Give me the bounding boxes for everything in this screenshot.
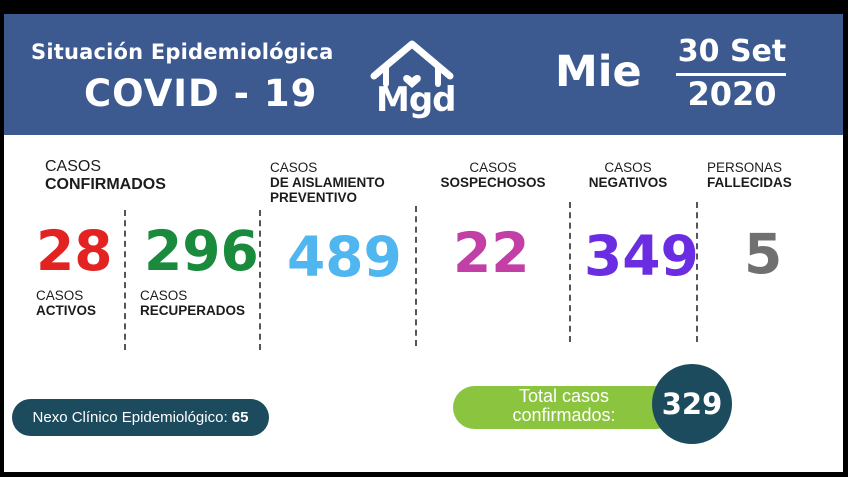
deceased-value: 5 bbox=[744, 222, 783, 286]
suspected-label-line1: CASOS bbox=[469, 160, 517, 175]
divider-3 bbox=[415, 206, 417, 346]
deceased-label: PERSONAS FALLECIDAS bbox=[707, 160, 792, 190]
day-label: Mie bbox=[555, 47, 642, 97]
nexo-value: 65 bbox=[231, 409, 249, 426]
total-confirmed-pill bbox=[453, 386, 678, 429]
isolation-label-line3: PREVENTIVO bbox=[270, 190, 358, 205]
total-confirmed-value: 329 bbox=[652, 364, 732, 444]
divider-1 bbox=[124, 210, 126, 350]
isolation-cases-value: 489 bbox=[287, 225, 402, 289]
recovered-cases-value: 296 bbox=[144, 219, 259, 283]
confirmed-label-line2: CONFIRMADOS bbox=[45, 176, 166, 193]
covid-report-card: Situación Epidemiológica COVID - 19 Mgd … bbox=[4, 14, 843, 472]
header-title-line1: Situación Epidemiológica bbox=[31, 40, 334, 64]
divider-4 bbox=[569, 202, 571, 342]
active-label-line2: ACTIVOS bbox=[36, 303, 97, 318]
confirmed-label: CASOS CONFIRMADOS bbox=[45, 158, 166, 194]
date-year: 2020 bbox=[687, 75, 777, 113]
negative-label-line2: NEGATIVOS bbox=[588, 175, 668, 190]
negative-label-line1: CASOS bbox=[604, 160, 652, 175]
confirmed-label-line1: CASOS bbox=[45, 158, 102, 175]
isolation-label-line2: DE AISLAMIENTO bbox=[270, 175, 385, 190]
header-banner: Situación Epidemiológica COVID - 19 Mgd … bbox=[4, 14, 843, 135]
isolation-label: CASOS DE AISLAMIENTO PREVENTIVO bbox=[270, 160, 385, 205]
recovered-label-line2: RECUPERADOS bbox=[140, 303, 246, 318]
logo-text: Mgd bbox=[376, 80, 457, 120]
divider-2 bbox=[259, 210, 261, 350]
logo: Mgd bbox=[366, 36, 458, 122]
deceased-label-line2: FALLECIDAS bbox=[707, 175, 792, 190]
negative-cases-value: 349 bbox=[584, 224, 699, 288]
header-title-line2: COVID - 19 bbox=[84, 72, 318, 115]
suspected-label: CASOS SOSPECHOSOS bbox=[430, 160, 556, 190]
nexo-clinico-pill: Nexo Clínico Epidemiológico: 65 bbox=[12, 399, 269, 436]
nexo-label: Nexo Clínico Epidemiológico: bbox=[32, 409, 228, 426]
date-divider bbox=[676, 73, 786, 76]
deceased-label-line1: PERSONAS bbox=[707, 160, 783, 175]
date-day-month: 30 Set bbox=[677, 34, 787, 69]
suspected-cases-value: 22 bbox=[453, 221, 530, 285]
negative-label: CASOS NEGATIVOS bbox=[580, 160, 676, 190]
recovered-label-line1: CASOS bbox=[140, 288, 188, 303]
isolation-label-line1: CASOS bbox=[270, 160, 318, 175]
active-cases-label: CASOS ACTIVOS bbox=[36, 288, 96, 318]
divider-5 bbox=[696, 202, 698, 342]
house-heart-icon bbox=[370, 40, 454, 88]
total-label-line1: Total casos bbox=[518, 386, 610, 406]
total-confirmed-label: Total casos confirmados: bbox=[474, 387, 654, 425]
recovered-cases-label: CASOS RECUPERADOS bbox=[140, 288, 245, 318]
active-cases-value: 28 bbox=[36, 219, 113, 283]
total-label-line2: confirmados: bbox=[512, 405, 616, 425]
active-label-line1: CASOS bbox=[36, 288, 84, 303]
suspected-label-line2: SOSPECHOSOS bbox=[440, 175, 546, 190]
